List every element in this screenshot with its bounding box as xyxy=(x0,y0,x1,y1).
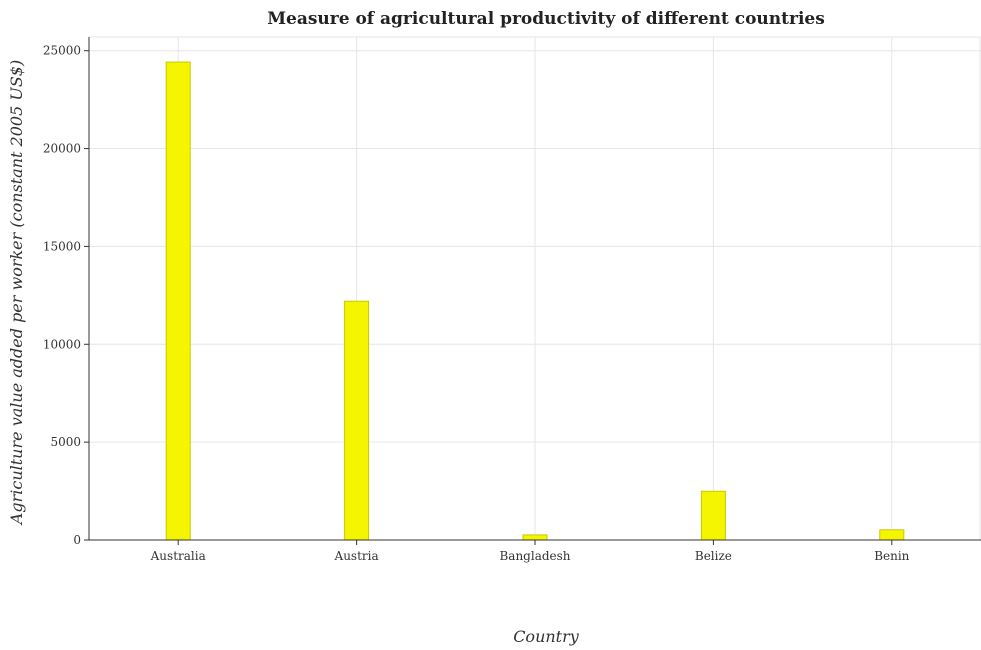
x-tick-label: Bangladesh xyxy=(499,549,570,563)
y-axis-label: Agriculture value added per worker (cons… xyxy=(7,60,26,526)
x-tick-label: Benin xyxy=(874,549,909,563)
y-tick-label: 20000 xyxy=(43,142,81,156)
bar-australia xyxy=(165,61,191,541)
y-tick-label: 15000 xyxy=(43,239,81,253)
x-tick-label: Australia xyxy=(150,549,206,563)
x-tick-label: Austria xyxy=(334,549,379,563)
x-axis-ticks: Australia Austria Bangladesh Belize Benin xyxy=(89,539,981,563)
x-tick-label: Belize xyxy=(695,549,732,563)
grid-lines xyxy=(88,36,981,541)
chart-title: Measure of agricultural productivity of … xyxy=(267,9,825,29)
y-tick-label: 25000 xyxy=(43,44,81,58)
y-tick-label: 5000 xyxy=(50,435,81,449)
bar-bangladesh xyxy=(522,534,548,541)
bar-benin xyxy=(879,529,905,541)
bar-austria xyxy=(344,300,370,541)
y-axis-ticks: 0 5000 10000 15000 20000 25000 xyxy=(43,37,90,547)
bar-belize xyxy=(700,490,726,541)
y-tick-label: 0 xyxy=(73,533,81,547)
bars xyxy=(165,61,905,541)
x-axis-label: Country xyxy=(513,627,580,646)
y-tick-label: 10000 xyxy=(43,337,81,351)
